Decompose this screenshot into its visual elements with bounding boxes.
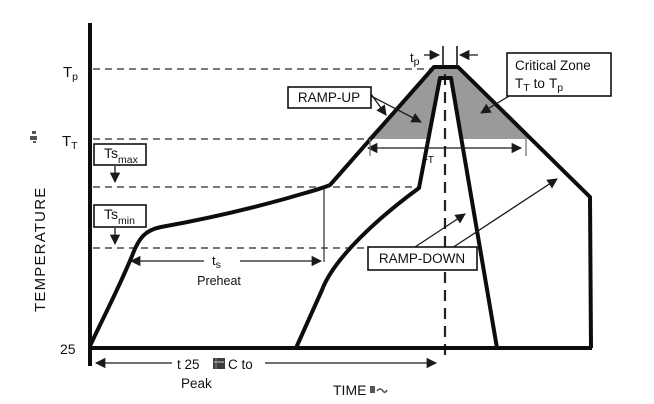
- ramp-down-label: RAMP-DOWN: [379, 251, 465, 266]
- degree-glyph: [213, 358, 225, 369]
- reference-level-lines: [93, 68, 433, 249]
- tt-time-label: tT: [424, 148, 435, 166]
- outer-profile-curve: [88, 65, 593, 349]
- ramp-down-label-box: [367, 246, 478, 271]
- t25-label-part1: t 25: [177, 357, 200, 372]
- inner-profile-curve: [294, 76, 499, 349]
- tsmin-label: Tsmin: [104, 206, 135, 227]
- tsmax-label: Tsmax: [104, 145, 139, 166]
- temperature-units-glyph: [30, 131, 37, 143]
- critical-zone-label-box: [506, 52, 612, 97]
- critical-zone-arrow: [480, 95, 510, 114]
- tt-level-label: TT: [62, 133, 78, 152]
- critical-zone-line2: TT to Tp: [515, 76, 563, 94]
- ramp-up-arrow-2: [370, 95, 422, 123]
- t25-label-line2: Peak: [181, 376, 212, 391]
- tsmin-label-box: [93, 204, 147, 228]
- origin-value-label: 25: [60, 341, 76, 357]
- tp-level-label: Tp: [63, 64, 78, 83]
- tsmax-label-box: [93, 143, 147, 166]
- ramp-down-arrow-1: [414, 213, 466, 248]
- t25-label-part2: C to: [228, 357, 253, 372]
- ts-time-label: ts: [212, 253, 221, 271]
- time-units-glyph: [370, 386, 388, 394]
- ramp-up-label-box: [287, 86, 372, 109]
- time-axis-label: TIME: [333, 382, 366, 398]
- ramp-up-label: RAMP-UP: [298, 90, 360, 105]
- tp-time-label: tp: [410, 50, 420, 68]
- preheat-label: Preheat: [197, 274, 241, 288]
- critical-zone-line1: Critical Zone: [515, 58, 591, 73]
- ramp-down-arrow-2: [451, 178, 558, 249]
- temperature-axis-label: TEMPERATURE: [32, 187, 49, 312]
